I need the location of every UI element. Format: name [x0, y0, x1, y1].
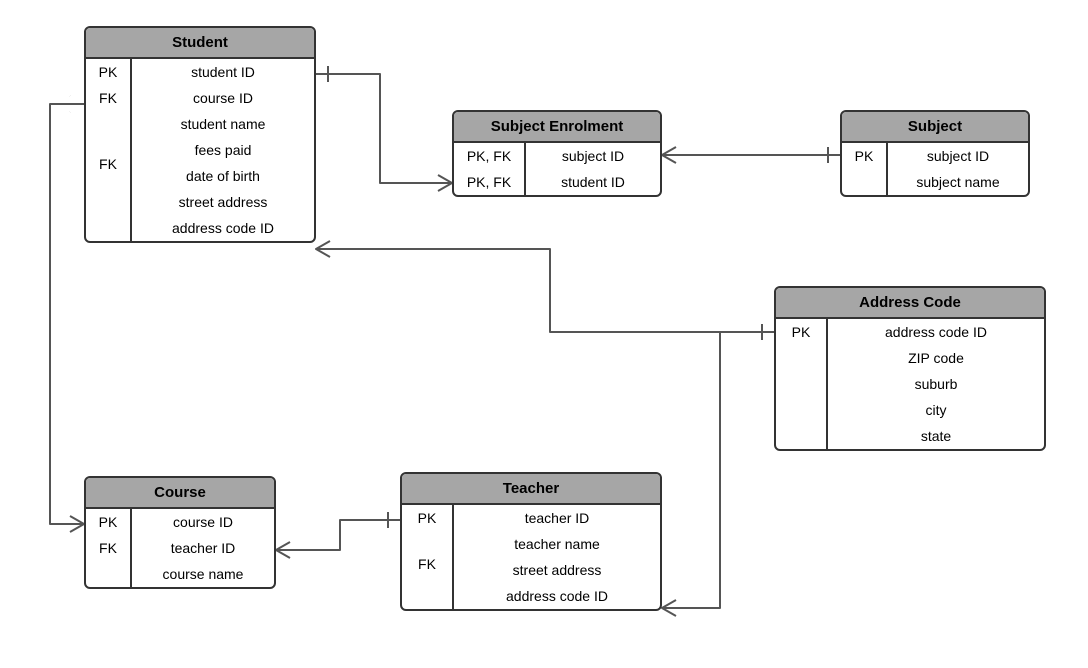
key-cell: FK [86, 535, 130, 561]
entity-body: PK, FKPK, FKsubject IDstudent ID [454, 143, 660, 195]
attr-column: subject IDstudent ID [526, 143, 660, 195]
attr-cell: subject name [888, 169, 1028, 195]
attr-cell: street address [454, 557, 660, 583]
attr-column: student IDcourse IDstudent namefees paid… [132, 59, 314, 241]
key-cell: FK [86, 85, 130, 111]
attr-cell: subject ID [888, 143, 1028, 169]
key-cell: FK [86, 151, 130, 177]
attr-column: address code IDZIP codesuburbcitystate [828, 319, 1044, 449]
entity-header: Teacher [402, 474, 660, 505]
key-cell [86, 111, 130, 121]
key-column: PK FK [402, 505, 454, 609]
attr-cell: course ID [132, 509, 274, 535]
entity-body: PK FKteacher IDteacher namestreet address… [402, 505, 660, 609]
key-cell [86, 131, 130, 141]
attr-column: subject IDsubject name [888, 143, 1028, 195]
entity-body: PKFKFKstudent IDcourse IDstudent namefee… [86, 59, 314, 241]
attr-cell: address code ID [454, 583, 660, 609]
entity-header: Course [86, 478, 274, 509]
entity-subject_enrolment: Subject EnrolmentPK, FKPK, FKsubject IDs… [452, 110, 662, 197]
key-cell: PK, FK [454, 143, 524, 169]
key-cell: PK [842, 143, 886, 169]
attr-cell: fees paid [132, 137, 314, 163]
key-cell [776, 355, 826, 365]
attr-cell: state [828, 423, 1044, 449]
attr-column: course IDteacher IDcourse name [132, 509, 274, 587]
attr-cell: teacher ID [454, 505, 660, 531]
attr-cell: student ID [132, 59, 314, 85]
attr-cell: teacher ID [132, 535, 274, 561]
entity-body: PKFKcourse IDteacher IDcourse name [86, 509, 274, 587]
key-cell: PK [402, 505, 452, 531]
attr-cell: address code ID [828, 319, 1044, 345]
attr-cell: subject ID [526, 143, 660, 169]
entity-body: PKaddress code IDZIP codesuburbcitystate [776, 319, 1044, 449]
entity-header: Student [86, 28, 314, 59]
key-column: PK [842, 143, 888, 195]
entity-course: CoursePKFKcourse IDteacher IDcourse name [84, 476, 276, 589]
key-cell: PK [86, 509, 130, 535]
key-cell [776, 375, 826, 385]
attr-cell: student ID [526, 169, 660, 195]
key-cell [402, 531, 452, 541]
key-cell [776, 365, 826, 375]
key-column: PKFKFK [86, 59, 132, 241]
attr-column: teacher IDteacher namestreet addressaddr… [454, 505, 660, 609]
key-cell [86, 561, 130, 571]
key-cell [776, 345, 826, 355]
entity-body: PKsubject IDsubject name [842, 143, 1028, 195]
key-cell: PK [86, 59, 130, 85]
attr-cell: course ID [132, 85, 314, 111]
key-cell: PK, FK [454, 169, 524, 195]
key-cell [86, 141, 130, 151]
attr-cell: date of birth [132, 163, 314, 189]
attr-cell: student name [132, 111, 314, 137]
attr-cell: course name [132, 561, 274, 587]
attr-cell: address code ID [132, 215, 314, 241]
entity-header: Subject Enrolment [454, 112, 660, 143]
key-column: PK [776, 319, 828, 449]
entity-subject: SubjectPKsubject IDsubject name [840, 110, 1030, 197]
entity-student: StudentPKFKFKstudent IDcourse IDstudent … [84, 26, 316, 243]
attr-cell: suburb [828, 371, 1044, 397]
entity-teacher: TeacherPK FKteacher IDteacher namestreet … [400, 472, 662, 611]
key-column: PKFK [86, 509, 132, 587]
entity-address_code: Address CodePKaddress code IDZIP codesub… [774, 286, 1046, 451]
key-cell [402, 541, 452, 551]
key-cell: PK [776, 319, 826, 345]
key-cell: FK [402, 551, 452, 577]
attr-cell: street address [132, 189, 314, 215]
key-cell [86, 121, 130, 131]
attr-cell: teacher name [454, 531, 660, 557]
key-column: PK, FKPK, FK [454, 143, 526, 195]
entity-header: Subject [842, 112, 1028, 143]
entity-header: Address Code [776, 288, 1044, 319]
attr-cell: city [828, 397, 1044, 423]
attr-cell: ZIP code [828, 345, 1044, 371]
key-cell [842, 169, 886, 179]
